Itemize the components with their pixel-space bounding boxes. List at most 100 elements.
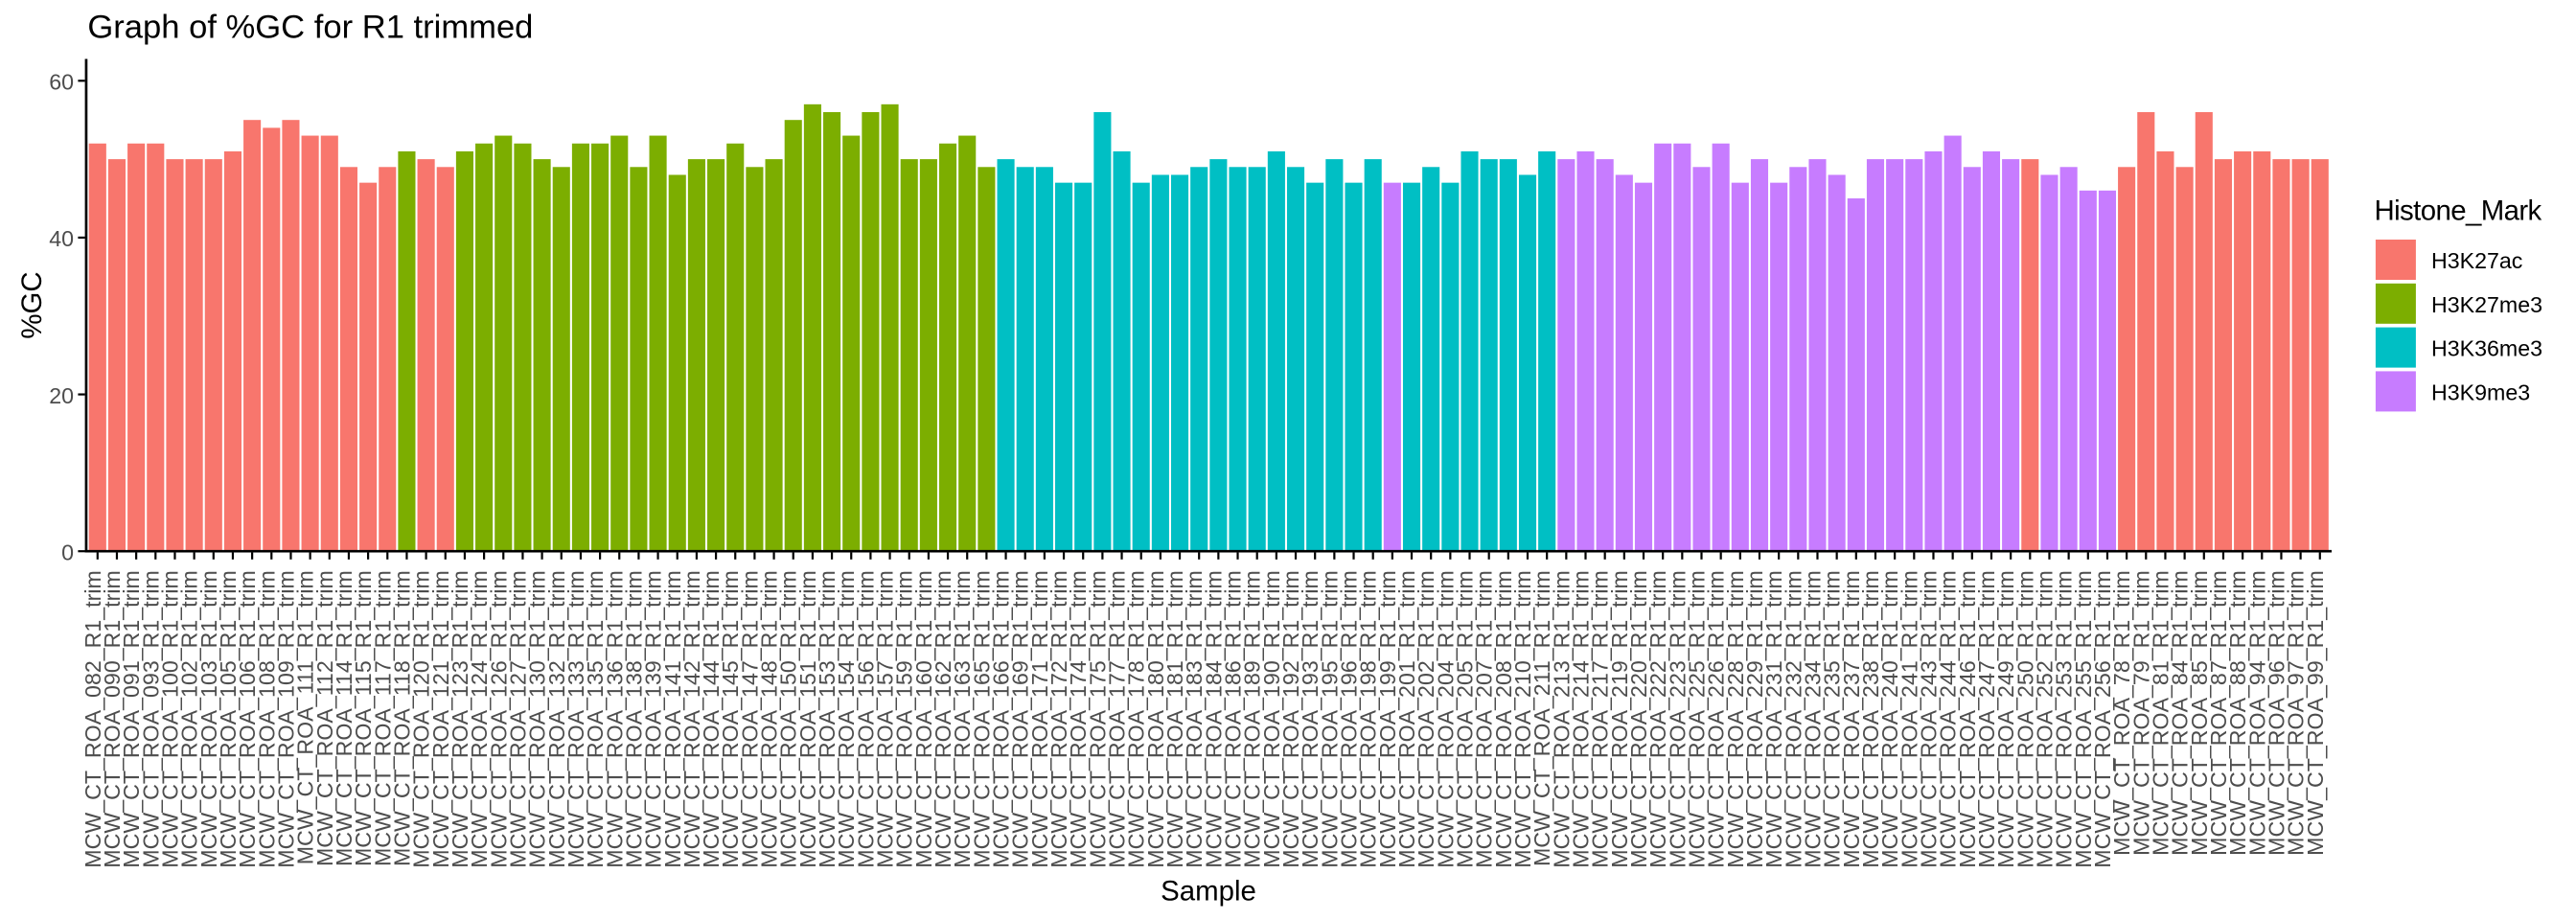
svg-text:MCW_CT_ROA_184_R1_trim: MCW_CT_ROA_184_R1_trim: [1201, 570, 1226, 868]
svg-text:MCW_CT_ROA_219_R1_trim: MCW_CT_ROA_219_R1_trim: [1607, 570, 1632, 868]
svg-text:MCW_CT_ROA_106_R1_trim: MCW_CT_ROA_106_R1_trim: [235, 570, 260, 868]
svg-text:MCW_CT_ROA_237_R1_trim: MCW_CT_ROA_237_R1_trim: [1839, 570, 1864, 868]
svg-text:MCW_CT_ROA_142_R1_trim: MCW_CT_ROA_142_R1_trim: [679, 570, 704, 868]
svg-text:MCW_CT_ROA_166_R1_trim: MCW_CT_ROA_166_R1_trim: [989, 570, 1014, 868]
svg-text:MCW_CT_ROA_181_R1_trim: MCW_CT_ROA_181_R1_trim: [1162, 570, 1187, 868]
svg-text:MCW_CT_ROA_247_R1_trim: MCW_CT_ROA_247_R1_trim: [1974, 570, 1999, 868]
svg-text:MCW_CT_ROA_88_R1_trim: MCW_CT_ROA_88_R1_trim: [2225, 570, 2250, 856]
svg-text:MCW_CT_ROA_211_R1_trim: MCW_CT_ROA_211_R1_trim: [1530, 570, 1554, 866]
svg-text:MCW_CT_ROA_253_R1_trim: MCW_CT_ROA_253_R1_trim: [2052, 570, 2077, 868]
svg-text:MCW_CT_ROA_96_R1_trim: MCW_CT_ROA_96_R1_trim: [2264, 570, 2288, 856]
svg-text:H3K36me3: H3K36me3: [2431, 336, 2542, 361]
svg-text:MCW_CT_ROA_256_R1_trim: MCW_CT_ROA_256_R1_trim: [2090, 570, 2115, 868]
svg-text:20: 20: [49, 383, 74, 408]
svg-text:MCW_CT_ROA_150_R1_trim: MCW_CT_ROA_150_R1_trim: [776, 570, 801, 868]
svg-text:MCW_CT_ROA_141_R1_trim: MCW_CT_ROA_141_R1_trim: [660, 570, 685, 868]
svg-text:MCW_CT_ROA_093_R1_trim: MCW_CT_ROA_093_R1_trim: [138, 570, 163, 868]
svg-text:MCW_CT_ROA_174_R1_trim: MCW_CT_ROA_174_R1_trim: [1066, 570, 1091, 868]
svg-text:MCW_CT_ROA_178_R1_trim: MCW_CT_ROA_178_R1_trim: [1124, 570, 1149, 868]
svg-text:MCW_CT_ROA_183_R1_trim: MCW_CT_ROA_183_R1_trim: [1182, 570, 1207, 868]
svg-text:MCW_CT_ROA_193_R1_trim: MCW_CT_ROA_193_R1_trim: [1298, 570, 1322, 868]
svg-text:MCW_CT_ROA_180_R1_trim: MCW_CT_ROA_180_R1_trim: [1143, 570, 1168, 868]
svg-text:MCW_CT_ROA_121_R1_trim: MCW_CT_ROA_121_R1_trim: [428, 570, 453, 868]
svg-text:H3K9me3: H3K9me3: [2431, 380, 2530, 404]
svg-text:Graph of %GC for R1 trimmed: Graph of %GC for R1 trimmed: [87, 9, 533, 45]
svg-text:%GC: %GC: [16, 271, 48, 338]
svg-text:MCW_CT_ROA_195_R1_trim: MCW_CT_ROA_195_R1_trim: [1317, 570, 1342, 868]
svg-text:MCW_CT_ROA_127_R1_trim: MCW_CT_ROA_127_R1_trim: [505, 570, 530, 868]
svg-text:MCW_CT_ROA_108_R1_trim: MCW_CT_ROA_108_R1_trim: [254, 570, 279, 868]
svg-text:MCW_CT_ROA_139_R1_trim: MCW_CT_ROA_139_R1_trim: [641, 570, 666, 868]
svg-text:MCW_CT_ROA_157_R1_trim: MCW_CT_ROA_157_R1_trim: [873, 570, 898, 868]
svg-text:MCW_CT_ROA_213_R1_trim: MCW_CT_ROA_213_R1_trim: [1549, 570, 1574, 868]
svg-text:MCW_CT_ROA_148_R1_trim: MCW_CT_ROA_148_R1_trim: [757, 570, 782, 868]
svg-text:MCW_CT_ROA_235_R1_trim: MCW_CT_ROA_235_R1_trim: [1820, 570, 1845, 868]
svg-text:MCW_CT_ROA_102_R1_trim: MCW_CT_ROA_102_R1_trim: [177, 570, 202, 868]
svg-text:MCW_CT_ROA_246_R1_trim: MCW_CT_ROA_246_R1_trim: [1955, 570, 1980, 868]
svg-text:0: 0: [61, 540, 74, 565]
svg-text:60: 60: [49, 70, 74, 95]
svg-text:MCW_CT_ROA_145_R1_trim: MCW_CT_ROA_145_R1_trim: [718, 570, 743, 868]
svg-text:MCW_CT_ROA_114_R1_trim: MCW_CT_ROA_114_R1_trim: [332, 570, 356, 866]
svg-text:MCW_CT_ROA_160_R1_trim: MCW_CT_ROA_160_R1_trim: [911, 570, 936, 868]
svg-text:MCW_CT_ROA_226_R1_trim: MCW_CT_ROA_226_R1_trim: [1704, 570, 1729, 868]
svg-text:MCW_CT_ROA_249_R1_trim: MCW_CT_ROA_249_R1_trim: [1993, 570, 2018, 868]
svg-text:MCW_CT_ROA_87_R1_trim: MCW_CT_ROA_87_R1_trim: [2206, 570, 2231, 856]
svg-text:Histone_Mark: Histone_Mark: [2375, 196, 2542, 227]
svg-text:MCW_CT_ROA_201_R1_trim: MCW_CT_ROA_201_R1_trim: [1394, 570, 1419, 868]
svg-text:MCW_CT_ROA_138_R1_trim: MCW_CT_ROA_138_R1_trim: [621, 570, 646, 868]
svg-text:MCW_CT_ROA_84_R1_trim: MCW_CT_ROA_84_R1_trim: [2168, 570, 2193, 856]
svg-text:MCW_CT_ROA_217_R1_trim: MCW_CT_ROA_217_R1_trim: [1588, 570, 1613, 868]
svg-text:MCW_CT_ROA_85_R1_trim: MCW_CT_ROA_85_R1_trim: [2187, 570, 2212, 856]
svg-text:MCW_CT_ROA_232_R1_trim: MCW_CT_ROA_232_R1_trim: [1781, 570, 1806, 868]
svg-text:MCW_CT_ROA_229_R1_trim: MCW_CT_ROA_229_R1_trim: [1742, 570, 1767, 868]
svg-text:MCW_CT_ROA_111_R1_trim: MCW_CT_ROA_111_R1_trim: [293, 570, 318, 864]
svg-text:Sample: Sample: [1161, 876, 1256, 908]
svg-text:MCW_CT_ROA_240_R1_trim: MCW_CT_ROA_240_R1_trim: [1877, 570, 1902, 868]
svg-text:MCW_CT_ROA_090_R1_trim: MCW_CT_ROA_090_R1_trim: [100, 570, 125, 868]
svg-text:MCW_CT_ROA_172_R1_trim: MCW_CT_ROA_172_R1_trim: [1046, 570, 1071, 868]
svg-text:MCW_CT_ROA_177_R1_trim: MCW_CT_ROA_177_R1_trim: [1105, 570, 1130, 868]
svg-text:MCW_CT_ROA_109_R1_trim: MCW_CT_ROA_109_R1_trim: [273, 570, 298, 868]
svg-text:MCW_CT_ROA_130_R1_trim: MCW_CT_ROA_130_R1_trim: [525, 570, 550, 868]
svg-text:MCW_CT_ROA_234_R1_trim: MCW_CT_ROA_234_R1_trim: [1800, 570, 1825, 868]
svg-text:MCW_CT_ROA_97_R1_trim: MCW_CT_ROA_97_R1_trim: [2284, 570, 2309, 856]
svg-text:MCW_CT_ROA_81_R1_trim: MCW_CT_ROA_81_R1_trim: [2148, 570, 2173, 856]
svg-text:MCW_CT_ROA_082_R1_trim: MCW_CT_ROA_082_R1_trim: [80, 570, 105, 868]
svg-text:MCW_CT_ROA_198_R1_trim: MCW_CT_ROA_198_R1_trim: [1356, 570, 1381, 868]
svg-text:MCW_CT_ROA_210_R1_trim: MCW_CT_ROA_210_R1_trim: [1510, 570, 1535, 868]
svg-text:MCW_CT_ROA_231_R1_trim: MCW_CT_ROA_231_R1_trim: [1761, 570, 1786, 868]
svg-text:MCW_CT_ROA_228_R1_trim: MCW_CT_ROA_228_R1_trim: [1723, 570, 1748, 868]
svg-text:MCW_CT_ROA_238_R1_trim: MCW_CT_ROA_238_R1_trim: [1858, 570, 1883, 868]
svg-text:MCW_CT_ROA_186_R1_trim: MCW_CT_ROA_186_R1_trim: [1221, 570, 1246, 868]
svg-text:MCW_CT_ROA_124_R1_trim: MCW_CT_ROA_124_R1_trim: [467, 570, 492, 868]
svg-text:MCW_CT_ROA_154_R1_trim: MCW_CT_ROA_154_R1_trim: [834, 570, 859, 868]
svg-text:MCW_CT_ROA_225_R1_trim: MCW_CT_ROA_225_R1_trim: [1684, 570, 1709, 868]
svg-text:MCW_CT_ROA_223_R1_trim: MCW_CT_ROA_223_R1_trim: [1665, 570, 1690, 868]
svg-text:MCW_CT_ROA_214_R1_trim: MCW_CT_ROA_214_R1_trim: [1569, 570, 1594, 868]
svg-text:MCW_CT_ROA_199_R1_trim: MCW_CT_ROA_199_R1_trim: [1375, 570, 1400, 868]
svg-text:MCW_CT_ROA_94_R1_trim: MCW_CT_ROA_94_R1_trim: [2244, 570, 2269, 856]
svg-text:MCW_CT_ROA_123_R1_trim: MCW_CT_ROA_123_R1_trim: [448, 570, 472, 868]
svg-text:MCW_CT_ROA_169_R1_trim: MCW_CT_ROA_169_R1_trim: [1008, 570, 1033, 868]
svg-text:MCW_CT_ROA_252_R1_trim: MCW_CT_ROA_252_R1_trim: [2032, 570, 2057, 868]
svg-text:MCW_CT_ROA_171_R1_trim: MCW_CT_ROA_171_R1_trim: [1027, 570, 1052, 868]
svg-text:MCW_CT_ROA_144_R1_trim: MCW_CT_ROA_144_R1_trim: [699, 570, 724, 868]
svg-text:MCW_CT_ROA_115_R1_trim: MCW_CT_ROA_115_R1_trim: [351, 570, 376, 866]
svg-text:MCW_CT_ROA_244_R1_trim: MCW_CT_ROA_244_R1_trim: [1936, 570, 1961, 868]
svg-text:MCW_CT_ROA_196_R1_trim: MCW_CT_ROA_196_R1_trim: [1337, 570, 1362, 868]
svg-text:MCW_CT_ROA_136_R1_trim: MCW_CT_ROA_136_R1_trim: [602, 570, 627, 868]
svg-text:MCW_CT_ROA_205_R1_trim: MCW_CT_ROA_205_R1_trim: [1453, 570, 1478, 868]
svg-text:MCW_CT_ROA_118_R1_trim: MCW_CT_ROA_118_R1_trim: [389, 570, 414, 866]
svg-text:MCW_CT_ROA_99_R1_trim: MCW_CT_ROA_99_R1_trim: [2303, 570, 2328, 856]
svg-text:MCW_CT_ROA_120_R1_trim: MCW_CT_ROA_120_R1_trim: [409, 570, 434, 868]
svg-text:H3K27ac: H3K27ac: [2431, 248, 2522, 273]
svg-text:MCW_CT_ROA_133_R1_trim: MCW_CT_ROA_133_R1_trim: [564, 570, 588, 868]
svg-text:MCW_CT_ROA_151_R1_trim: MCW_CT_ROA_151_R1_trim: [795, 570, 820, 868]
svg-text:MCW_CT_ROA_163_R1_trim: MCW_CT_ROA_163_R1_trim: [950, 570, 975, 868]
svg-text:MCW_CT_ROA_105_R1_trim: MCW_CT_ROA_105_R1_trim: [216, 570, 241, 868]
svg-text:MCW_CT_ROA_189_R1_trim: MCW_CT_ROA_189_R1_trim: [1240, 570, 1265, 868]
svg-text:MCW_CT_ROA_79_R1_trim: MCW_CT_ROA_79_R1_trim: [2128, 570, 2153, 856]
svg-text:MCW_CT_ROA_78_R1_trim: MCW_CT_ROA_78_R1_trim: [2109, 570, 2134, 856]
svg-text:MCW_CT_ROA_147_R1_trim: MCW_CT_ROA_147_R1_trim: [737, 570, 762, 868]
